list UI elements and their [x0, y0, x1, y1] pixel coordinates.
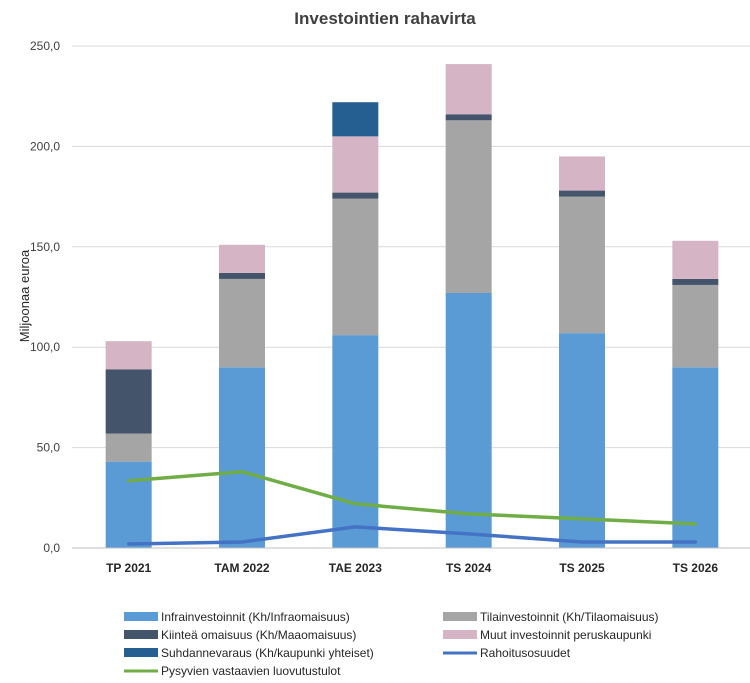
- series-line: [126, 469, 698, 526]
- legend-swatch: [124, 612, 158, 621]
- legend-label: Rahoitusosuudet: [480, 646, 571, 660]
- bar-segment: [445, 292, 492, 548]
- legend: Infrainvestoinnit (Kh/Infraomaisuus) Tila…: [124, 610, 659, 678]
- x-tick-label: TS 2026: [673, 561, 719, 575]
- y-tick-label: 0,0: [43, 541, 60, 555]
- bar-segment: [332, 198, 379, 336]
- legend-label: Pysyvien vastaavien luovutustulot: [161, 664, 341, 678]
- lines: [126, 469, 698, 546]
- bar-segment: [219, 278, 265, 368]
- bar-segment: [672, 284, 719, 368]
- y-axis-ticks: 0,0 50,0 100,0 150,0 200,0 250,0: [30, 39, 60, 555]
- legend-item: Muut investoinnit peruskaupunki: [443, 628, 651, 642]
- legend-item: Rahoitusosuudet: [443, 646, 571, 660]
- legend-item: Pysyvien vastaavien luovutustulot: [124, 664, 341, 678]
- bar-segment: [332, 192, 379, 199]
- bar-segment: [105, 461, 152, 548]
- series-line: [126, 525, 698, 546]
- gridlines: [72, 45, 750, 549]
- bar-segment: [445, 64, 492, 115]
- legend-label: Suhdannevaraus (Kh/kaupunki yhteiset): [161, 646, 374, 660]
- legend-item: Suhdannevaraus (Kh/kaupunki yhteiset): [124, 646, 374, 660]
- bar-segment: [445, 114, 492, 121]
- bar-segment: [332, 102, 379, 137]
- x-axis-ticks: TP 2021 TAM 2022 TAE 2023 TS 2024 TS 2025 TS …: [72, 547, 750, 575]
- y-tick-label: 50,0: [37, 441, 61, 455]
- x-tick-label: TS 2024: [446, 561, 492, 575]
- bar-segment: [105, 369, 152, 434]
- bar-segment: [332, 335, 379, 548]
- bars: [105, 64, 719, 548]
- bar-segment: [219, 272, 265, 279]
- bar-segment: [672, 240, 719, 279]
- chart-title: Investointien rahavirta: [294, 9, 476, 28]
- y-axis-title: Miljoonaa euroa: [17, 249, 32, 342]
- legend-label: Muut investoinnit peruskaupunki: [480, 628, 651, 642]
- bar-segment: [672, 367, 719, 548]
- bar-segment: [105, 433, 152, 462]
- y-tick-label: 250,0: [30, 39, 60, 53]
- bar-segment: [559, 190, 605, 197]
- legend-item: Infrainvestoinnit (Kh/Infraomaisuus): [124, 610, 350, 624]
- y-tick-label: 200,0: [30, 139, 60, 153]
- legend-item: Tilainvestoinnit (Kh/Tilaomaisuus): [443, 610, 659, 624]
- legend-swatch: [124, 648, 158, 657]
- legend-swatch: [124, 630, 158, 639]
- legend-label: Infrainvestoinnit (Kh/Infraomaisuus): [161, 610, 350, 624]
- legend-label: Kiinteä omaisuus (Kh/Maaomaisuus): [161, 628, 356, 642]
- x-tick-label: TP 2021: [106, 561, 151, 575]
- bar-segment: [332, 136, 379, 193]
- bar-segment: [105, 341, 152, 370]
- bar-segment: [445, 120, 492, 293]
- legend-swatch: [443, 630, 477, 639]
- bar-segment: [559, 156, 605, 191]
- y-tick-label: 150,0: [30, 240, 60, 254]
- bar-segment: [559, 333, 605, 548]
- x-tick-label: TS 2025: [559, 561, 605, 575]
- x-tick-label: TAE 2023: [329, 561, 382, 575]
- legend-item: Kiinteä omaisuus (Kh/Maaomaisuus): [124, 628, 356, 642]
- y-tick-label: 100,0: [30, 340, 60, 354]
- legend-label: Tilainvestoinnit (Kh/Tilaomaisuus): [480, 610, 659, 624]
- legend-swatch: [443, 612, 477, 621]
- bar-segment: [219, 367, 265, 548]
- bar-segment: [559, 196, 605, 334]
- bar-segment: [672, 278, 719, 285]
- bar-segment: [219, 244, 265, 273]
- x-tick-label: TAM 2022: [214, 561, 269, 575]
